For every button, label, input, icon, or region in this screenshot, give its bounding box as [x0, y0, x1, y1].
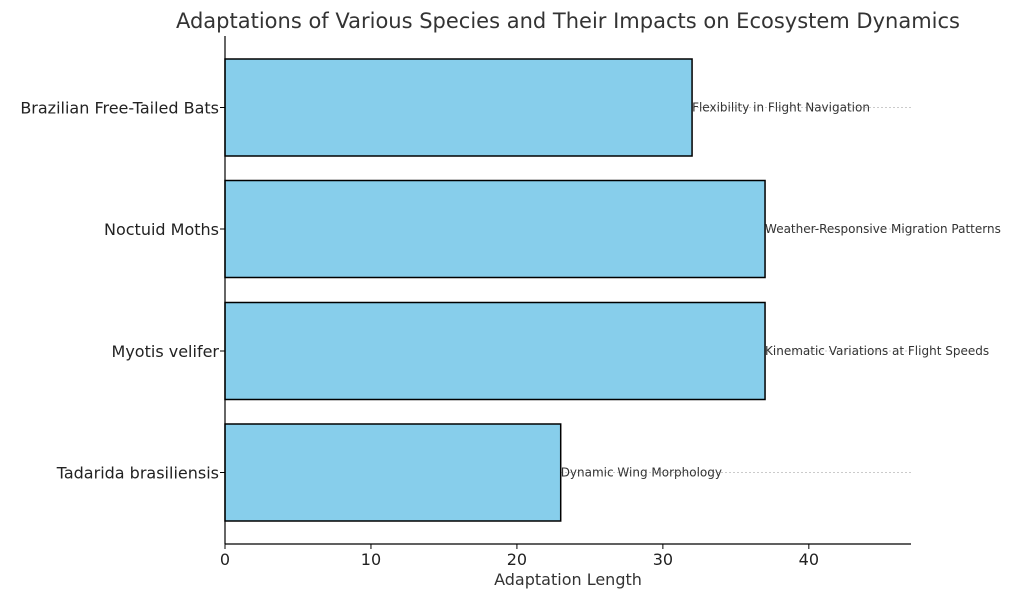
y-tick-label: Brazilian Free-Tailed Bats: [20, 99, 219, 118]
bar-annotation: Dynamic Wing Morphology: [561, 466, 722, 480]
bars-layer: [224, 58, 766, 522]
y-tick-label: Noctuid Moths: [104, 220, 219, 239]
bar-annotation: Flexibility in Flight Navigation: [692, 101, 870, 115]
x-tick-label: 0: [220, 550, 230, 569]
x-tick-label: 10: [361, 550, 381, 569]
chart-title: Adaptations of Various Species and Their…: [176, 9, 960, 33]
x-tick-label: 20: [507, 550, 527, 569]
bar: [224, 58, 693, 157]
x-tick-label: 30: [653, 550, 673, 569]
bar-annotation: Kinematic Variations at Flight Speeds: [765, 344, 989, 358]
bar: [224, 179, 766, 279]
y-tick-label: Myotis velifer: [112, 342, 220, 361]
bar: [224, 423, 562, 522]
y-tick-layer: Brazilian Free-Tailed Bats Noctuid Moths M…: [20, 99, 225, 483]
x-tick-layer: 0 10 20 30 40: [220, 544, 819, 569]
bar-annotation: Weather-Responsive Migration Patterns: [765, 222, 1001, 236]
x-axis-title: Adaptation Length: [494, 570, 642, 589]
x-tick-label: 40: [799, 550, 819, 569]
annotation-layer: Flexibility in Flight Navigation Weather-…: [561, 101, 1001, 480]
bar: [224, 301, 766, 401]
y-tick-label: Tadarida brasiliensis: [56, 464, 219, 483]
grid-layer: [225, 107, 911, 473]
